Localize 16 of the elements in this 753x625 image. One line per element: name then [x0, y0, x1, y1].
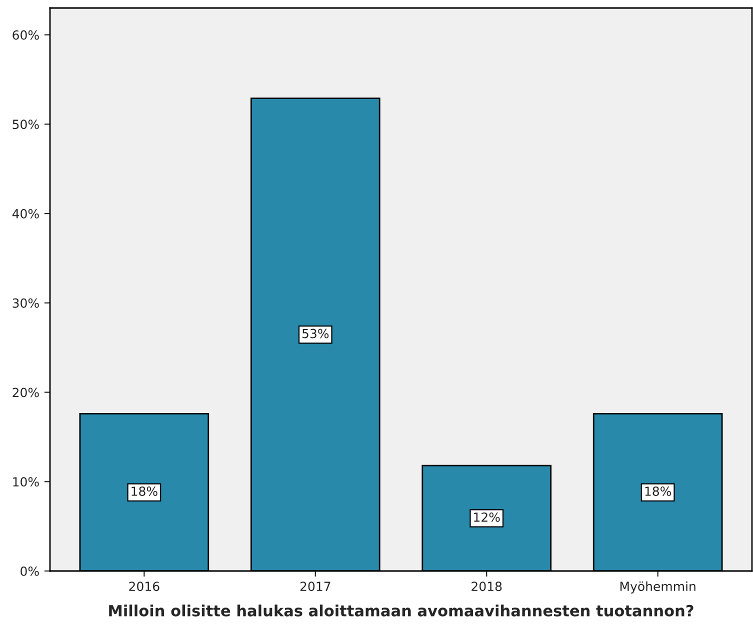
y-tick-label: 40%: [12, 209, 39, 218]
x-tick-label: 2018: [472, 582, 502, 592]
data-label: 12%: [474, 512, 500, 522]
x-tick-label: 2016: [129, 582, 160, 592]
data-label: 18%: [132, 486, 158, 496]
y-tick-label: 10%: [13, 477, 39, 487]
data-label: 53%: [302, 328, 329, 338]
y-tick-label: 60%: [12, 30, 39, 40]
x-tick-label: 2017: [300, 582, 330, 592]
y-tick-label: 30%: [12, 298, 39, 308]
data-label: 18%: [645, 486, 672, 496]
y-tick-label: 20%: [12, 388, 39, 398]
x-tick-label: Myöhemmin: [620, 581, 696, 594]
y-tick-label: 50%: [12, 120, 39, 130]
y-tick-label: 0%: [20, 566, 39, 576]
x-axis-title: Milloin olisitte halukas aloittamaan avomaavihannesten tuotannon?: [109, 604, 694, 616]
